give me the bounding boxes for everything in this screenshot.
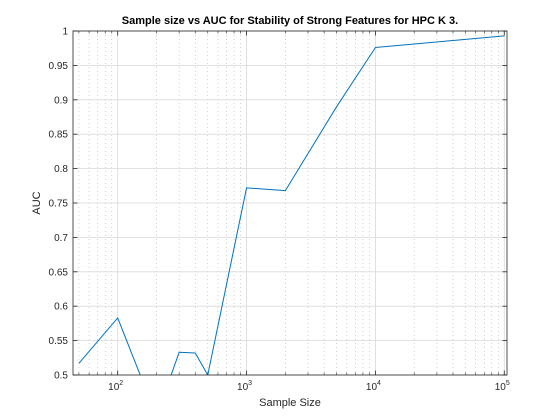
y-tick-label: 0.9 [54, 95, 68, 106]
y-tick-label: 1 [62, 27, 68, 38]
x-tick-label: 105 [495, 380, 510, 393]
y-tick-label: 0.65 [49, 267, 69, 278]
y-axis-label: AUC [31, 191, 43, 214]
y-tick-label: 0.55 [49, 336, 69, 347]
auc-series-line [78, 35, 505, 375]
y-tick-label: 0.95 [49, 61, 69, 72]
y-tick-label: 0.75 [49, 199, 69, 210]
x-tick-label: 102 [108, 380, 123, 393]
x-tick-labels: 102 103 104 105 [108, 380, 510, 393]
x-tick-label: 104 [366, 380, 381, 393]
chart-title: Sample size vs AUC for Stability of Stro… [122, 15, 458, 27]
y-tick-label: 0.85 [49, 130, 69, 141]
y-tick-label: 0.5 [54, 371, 68, 382]
x-tick-label: 103 [237, 380, 252, 393]
y-tick-label: 0.6 [54, 302, 68, 313]
series-layer [78, 35, 505, 375]
y-tick-label: 0.8 [54, 164, 68, 175]
y-tick-labels: 0.5 0.55 0.6 0.65 0.7 0.75 0.8 0.85 0.9 0.95 1 [49, 27, 69, 382]
tick-marks [73, 30, 507, 376]
y-tick-label: 0.7 [54, 233, 68, 244]
x-axis-label: Sample Size [259, 397, 321, 409]
